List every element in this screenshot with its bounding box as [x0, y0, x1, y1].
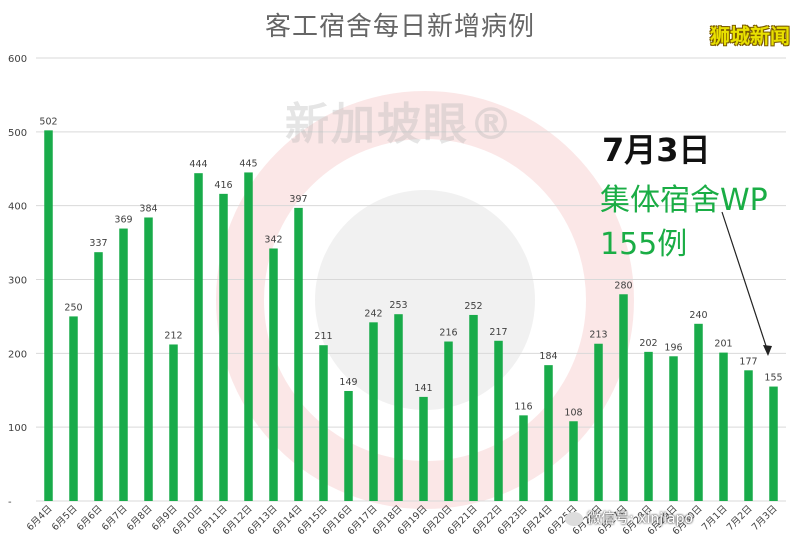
value-labels: 502 250 337 369 384 212 444 416 445 342 397 211 149 2… — [39, 116, 782, 418]
bar — [69, 316, 78, 501]
bar-value-label: 213 — [589, 330, 607, 341]
bar-value-label: 155 — [764, 373, 782, 384]
bars — [44, 130, 778, 502]
gridlines — [36, 57, 786, 502]
x-tick-label: 6月4日 — [25, 503, 55, 533]
bar-value-label: 445 — [239, 158, 257, 169]
x-tick-label: 6月8日 — [125, 503, 155, 533]
bar-value-label: 177 — [739, 356, 757, 367]
x-tick-label: 6月5日 — [50, 503, 80, 533]
bar-value-label: 212 — [164, 330, 182, 341]
annotation-date: 7月3日 — [602, 131, 711, 169]
bar-value-label: 253 — [389, 300, 407, 311]
bar-value-label: 217 — [489, 327, 507, 338]
bar — [719, 352, 728, 501]
bar-value-label: 252 — [464, 301, 482, 312]
y-tick-label: 400 — [8, 202, 27, 213]
y-tick-label: 100 — [8, 423, 27, 434]
bar — [494, 340, 503, 501]
bar — [244, 172, 253, 502]
bar-value-label: 216 — [439, 328, 457, 339]
bar-value-label: 211 — [314, 331, 332, 342]
bar — [344, 390, 353, 501]
bar — [269, 248, 278, 501]
bar — [519, 415, 528, 501]
bar-value-label: 108 — [564, 407, 582, 418]
bar — [619, 294, 628, 501]
bar — [369, 322, 378, 501]
bar — [569, 421, 578, 501]
y-tick-label: 500 — [8, 128, 27, 139]
bar-value-label: 240 — [689, 310, 707, 321]
watermark-text: 新加坡眼® — [285, 99, 515, 150]
y-tick-label: - — [8, 497, 12, 508]
bar-value-label: 384 — [139, 203, 157, 214]
y-tick-label: 200 — [8, 349, 27, 360]
bar — [169, 344, 178, 501]
bar — [444, 341, 453, 501]
x-tick-label: 6月6日 — [75, 503, 105, 533]
y-tick-label: 600 — [8, 54, 27, 65]
bar-value-label: 502 — [39, 116, 57, 127]
bar-value-label: 280 — [614, 280, 632, 291]
bar — [94, 252, 103, 501]
bar — [669, 356, 678, 501]
bar — [469, 314, 478, 501]
wechat-icon — [565, 512, 583, 526]
bar-value-label: 201 — [714, 339, 732, 350]
y-axis: - 100 200 300 400 500 600 — [8, 54, 27, 508]
x-tick-label: 6月7日 — [100, 503, 130, 533]
bar-value-label: 342 — [264, 234, 282, 245]
annotation-arrow — [721, 211, 772, 356]
bar-value-label: 184 — [539, 351, 557, 362]
bar-value-label: 242 — [364, 308, 382, 319]
bar-value-label: 250 — [64, 302, 82, 313]
bar — [644, 351, 653, 501]
bar — [694, 323, 703, 501]
y-tick-label: 300 — [8, 276, 27, 287]
x-tick-label: 7月3日 — [750, 503, 780, 533]
bar-value-label: 141 — [414, 383, 432, 394]
bar — [319, 345, 328, 501]
bar — [394, 314, 403, 501]
bar — [194, 173, 203, 501]
bar — [144, 217, 153, 502]
brand-logo: 狮城新闻 — [710, 24, 790, 48]
x-tick-label: 7月1日 — [700, 503, 730, 533]
bar-value-label: 397 — [289, 194, 307, 205]
bar-value-label: 416 — [214, 180, 232, 191]
bar — [594, 343, 603, 501]
bar-value-label: 444 — [189, 159, 207, 170]
wechat-credit-text: 微信号: xinjiapo — [587, 511, 694, 527]
bar-value-label: 116 — [514, 401, 532, 412]
bar-value-label: 202 — [639, 338, 657, 349]
bar — [544, 365, 553, 501]
annotation-type: 集体宿舍WP — [600, 183, 768, 218]
bar — [419, 396, 428, 501]
annotation-count: 155例 — [600, 227, 688, 262]
chart-title: 客工宿舍每日新增病例 — [264, 12, 535, 42]
bar-value-label: 337 — [89, 238, 107, 249]
bar-value-label: 196 — [664, 342, 682, 353]
bar — [744, 370, 753, 501]
x-tick-label: 7月2日 — [725, 503, 755, 533]
wechat-credit: 微信号: xinjiapo — [565, 508, 693, 528]
bar-value-label: 149 — [339, 377, 357, 388]
bar-value-label: 369 — [114, 215, 132, 226]
annotation-callout: 7月3日 集体宿舍WP 155例 — [600, 125, 768, 263]
bar — [44, 130, 53, 501]
bar — [119, 228, 128, 501]
bar — [769, 386, 778, 501]
bar — [294, 207, 303, 502]
bar — [219, 193, 228, 501]
